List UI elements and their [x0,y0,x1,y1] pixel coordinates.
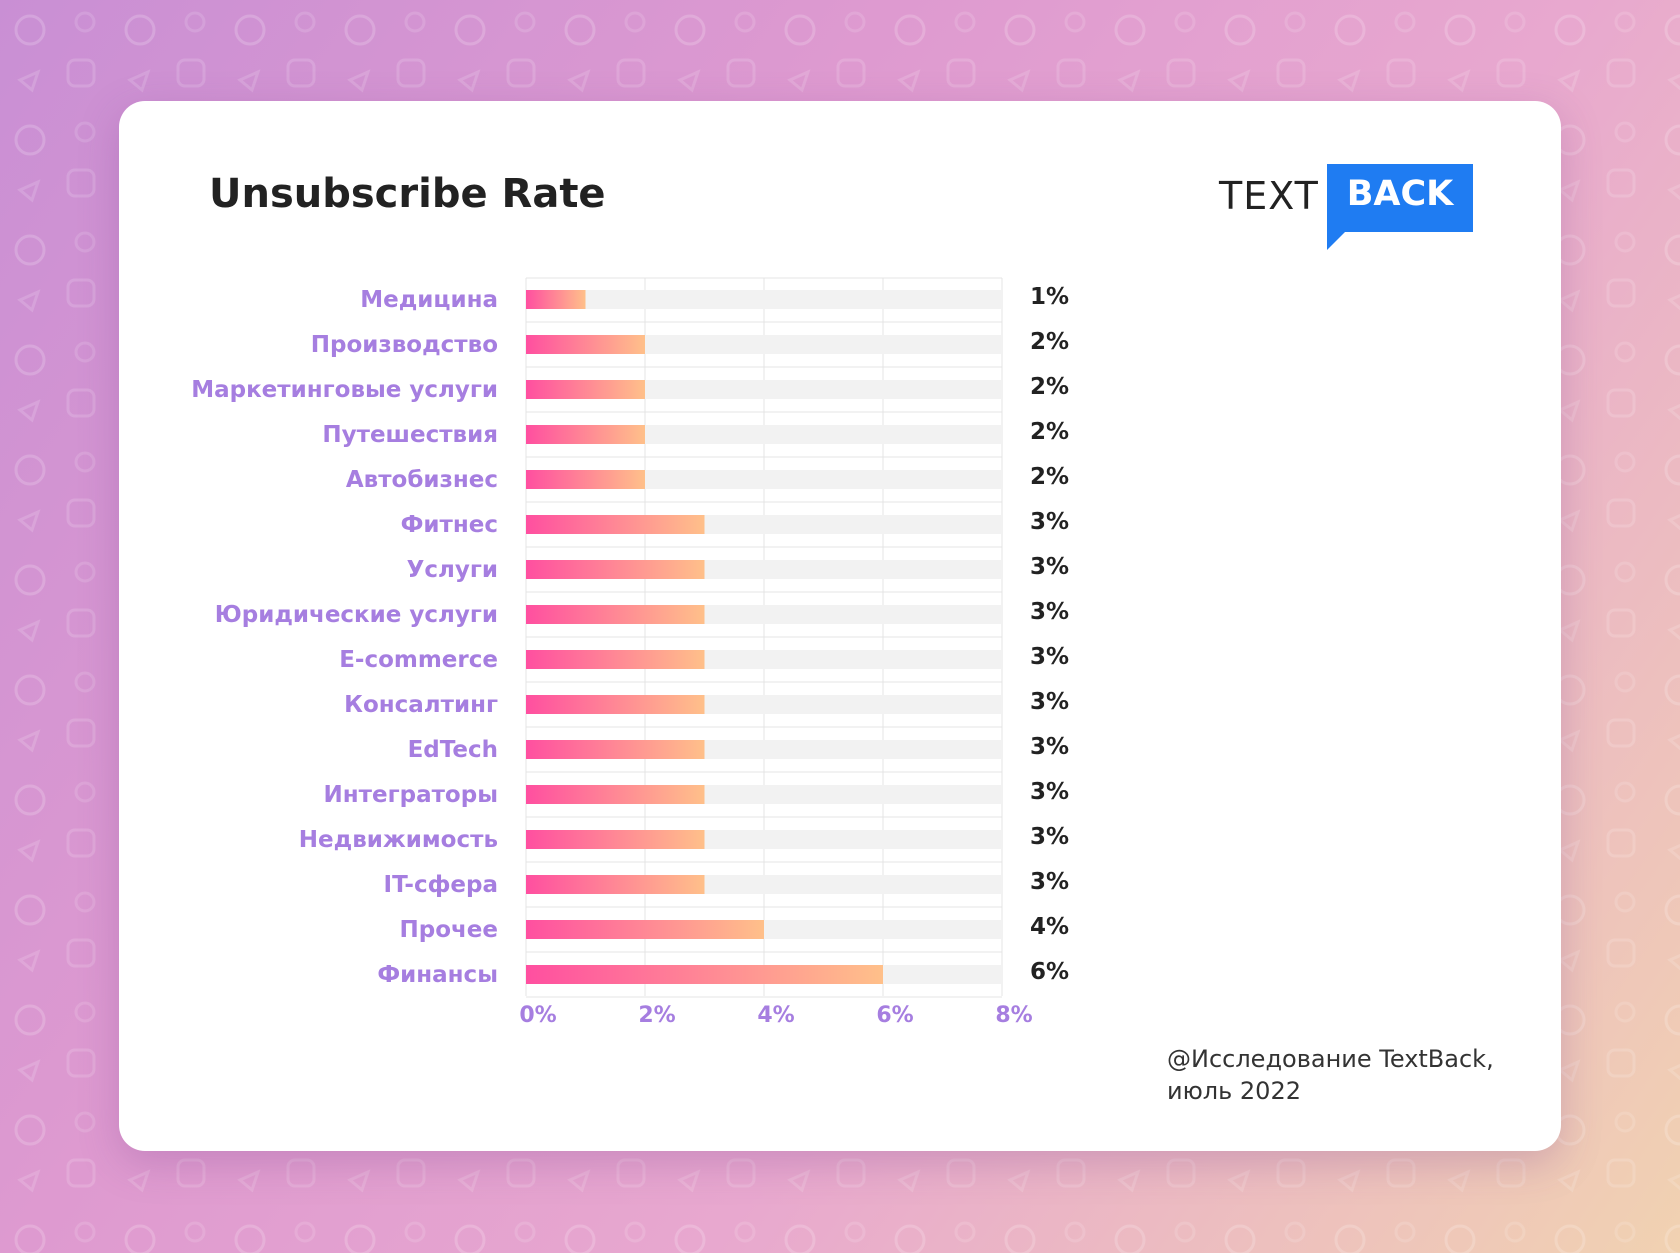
category-label: Маркетинговые услуги [191,377,498,403]
value-label: 3% [1030,554,1069,580]
value-label: 3% [1030,599,1069,625]
chart-card: Unsubscribe Rate TEXT BACK Медицина Произ… [119,101,1561,1151]
category-label: Консалтинг [344,692,498,718]
value-label: 3% [1030,509,1069,535]
category-label: Путешествия [322,422,498,448]
bar [526,965,883,984]
category-label: Юридические услуги [215,602,498,628]
category-label: EdTech [408,737,498,763]
category-labels: Медицина Производство Маркетинговые услуги… [191,287,498,988]
value-label: 4% [1030,914,1069,940]
bar [526,740,705,759]
bar [526,605,705,624]
value-label: 3% [1030,824,1069,850]
category-label: Автобизнес [346,467,498,493]
bar [526,650,705,669]
x-tick-label: 2% [638,1003,675,1028]
category-label: Прочее [399,917,498,943]
category-label: Фитнес [401,512,498,538]
logo-speech-tail [1327,230,1347,250]
value-label: 2% [1030,329,1069,355]
bar [526,785,705,804]
category-label: Недвижимость [299,827,498,853]
bar-track [526,290,1002,309]
bar [526,380,645,399]
bars [526,290,883,984]
textback-logo: TEXT BACK [1219,164,1519,264]
category-label: Производство [311,332,498,358]
category-label: Медицина [360,287,498,313]
bar [526,290,586,309]
value-label: 3% [1030,734,1069,760]
bar [526,695,705,714]
bar [526,920,764,939]
bar [526,425,645,444]
value-label: 1% [1030,284,1069,310]
x-tick-label: 8% [995,1003,1032,1028]
logo-box-text: BACK [1346,174,1454,214]
category-label: IT-сфера [384,872,498,898]
value-label: 2% [1030,464,1069,490]
bar [526,560,705,579]
x-tick-labels: 0% 2% 4% 6% 8% [519,1003,1032,1028]
value-label: 6% [1030,959,1069,985]
x-tick-label: 0% [519,1003,556,1028]
bar [526,335,645,354]
category-label: Услуги [407,557,498,583]
bar-chart: Медицина Производство Маркетинговые услуги… [191,277,1069,1028]
category-label: Финансы [377,962,498,988]
category-label: E-commerce [339,647,498,673]
value-label: 3% [1030,779,1069,805]
x-tick-label: 4% [757,1003,794,1028]
source-note: @Исследование TextBack, июль 2022 [1167,1043,1494,1107]
value-label: 3% [1030,869,1069,895]
value-label: 3% [1030,689,1069,715]
value-labels: 1% 2% 2% 2% 2% 3% 3% 3% 3% 3% 3% 3% 3% 3% 4% 6% [1030,284,1069,985]
value-label: 2% [1030,374,1069,400]
source-note-line2: июль 2022 [1167,1077,1301,1105]
value-label: 3% [1030,644,1069,670]
x-tick-label: 6% [876,1003,913,1028]
bar [526,515,705,534]
bar [526,875,705,894]
logo-text-part: TEXT [1219,174,1319,218]
value-label: 2% [1030,419,1069,445]
category-label: Интеграторы [324,782,498,808]
chart-title: Unsubscribe Rate [209,171,606,217]
logo-box [1327,164,1473,232]
source-note-line1: @Исследование TextBack, [1167,1045,1494,1073]
bar [526,830,705,849]
bar [526,470,645,489]
